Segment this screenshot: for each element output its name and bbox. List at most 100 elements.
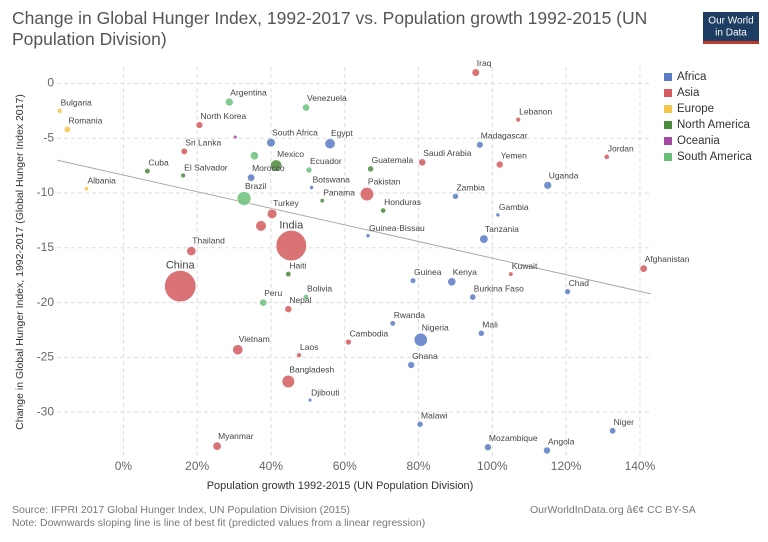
point-label: Thailand	[192, 236, 225, 246]
point-label: Bangladesh	[289, 364, 334, 374]
y-tick-label: -15	[37, 240, 55, 254]
bubble	[266, 208, 278, 219]
point-label: Afghanistan	[645, 254, 690, 264]
note: Note: Downwards sloping line is line of …	[12, 517, 425, 529]
x-tick-label: 60%	[333, 459, 357, 473]
point-label: Guinea-Bissau	[369, 223, 425, 233]
point-label: Vietnam	[239, 334, 270, 344]
point-label: Niger	[614, 417, 634, 427]
bubble	[236, 191, 252, 206]
point-label: Gambia	[499, 202, 529, 212]
bubble	[469, 293, 477, 301]
legend-swatch	[664, 105, 672, 113]
point-label: Brazil	[245, 181, 266, 191]
legend-label: Asia	[677, 87, 700, 99]
point-label: Nigeria	[422, 322, 449, 332]
point-label: Guatemala	[372, 155, 414, 165]
y-tick-label: -25	[37, 350, 55, 364]
bubble	[233, 134, 238, 140]
bubble	[84, 186, 89, 192]
logo-box	[703, 12, 759, 44]
point-label: Cambodia	[349, 328, 388, 338]
legend-label: North America	[677, 119, 750, 131]
y-axis-label: Change in Global Hunger Index, 1992-2017…	[14, 94, 26, 430]
point-label: South Africa	[272, 128, 318, 138]
bubble	[359, 187, 374, 202]
x-tick-label: 0%	[115, 459, 133, 473]
bubble	[195, 121, 204, 129]
bubble	[452, 192, 459, 200]
bubble	[476, 141, 484, 149]
bubble	[259, 298, 268, 307]
y-tick-label: -30	[37, 404, 55, 418]
point-label: Mozambique	[489, 433, 538, 443]
legend-label: Africa	[677, 71, 707, 83]
bubble	[477, 329, 485, 337]
point-label: Venezuela	[307, 93, 347, 103]
point-label: Mali	[482, 319, 498, 329]
legend-swatch	[664, 137, 672, 145]
bubble	[275, 230, 307, 262]
bubble	[164, 270, 197, 303]
point-label: Djibouti	[311, 387, 339, 397]
point-label: Jordan	[608, 143, 634, 153]
bubble	[180, 172, 186, 179]
point-label: Honduras	[384, 197, 421, 207]
bubble	[609, 427, 617, 435]
point-label: Laos	[300, 342, 318, 352]
bubble	[365, 233, 371, 239]
bubble	[247, 173, 256, 182]
point-label: Yemen	[501, 150, 527, 160]
bubble	[471, 68, 480, 77]
point-label: Egypt	[331, 128, 353, 138]
bubble	[367, 165, 374, 173]
logo-bar	[703, 41, 759, 44]
bubble	[285, 271, 292, 278]
point-label: India	[279, 219, 304, 231]
bubble	[413, 332, 428, 347]
bubble	[564, 288, 571, 295]
y-tick-label: -10	[37, 185, 55, 199]
legend-swatch	[664, 153, 672, 161]
y-tick-label: 0	[47, 76, 54, 90]
point-label: Lebanon	[519, 106, 552, 116]
x-tick-label: 80%	[407, 459, 431, 473]
bubble	[639, 264, 648, 273]
bubble	[380, 207, 387, 214]
bubble	[495, 160, 504, 169]
bubble	[180, 147, 188, 155]
point-label: Burkina Faso	[474, 283, 524, 293]
logo-text: Our World	[708, 16, 753, 27]
point-label: Iraq	[477, 58, 492, 68]
point-label: Cuba	[148, 158, 169, 168]
bubble	[309, 185, 314, 190]
bubble	[232, 344, 244, 356]
point-label: Sri Lanka	[185, 137, 221, 147]
bubble	[225, 97, 234, 107]
point-label: El Salvador	[184, 162, 228, 172]
bubble	[319, 198, 325, 204]
bubble	[515, 116, 521, 123]
point-label: Ghana	[412, 351, 438, 361]
legend-swatch	[664, 89, 672, 97]
point-label: Peru	[264, 288, 282, 298]
point-label: Morocco	[252, 163, 285, 173]
point-label: Albania	[88, 176, 117, 186]
y-tick-label: -20	[37, 295, 55, 309]
point-label: Argentina	[230, 87, 267, 97]
source: Source: IFPRI 2017 Global Hunger Index, …	[12, 504, 350, 516]
x-tick-label: 40%	[259, 459, 283, 473]
bubble	[603, 153, 610, 160]
bubble	[543, 181, 552, 190]
bubble	[543, 446, 551, 455]
bubble	[508, 271, 514, 277]
point-label: Haiti	[289, 261, 306, 271]
bubble	[144, 168, 151, 175]
legend-swatch	[664, 73, 672, 81]
point-label: Kuwait	[512, 261, 538, 271]
bubble	[416, 420, 424, 428]
point-label: Ecuador	[310, 156, 342, 166]
bubble	[266, 137, 276, 148]
